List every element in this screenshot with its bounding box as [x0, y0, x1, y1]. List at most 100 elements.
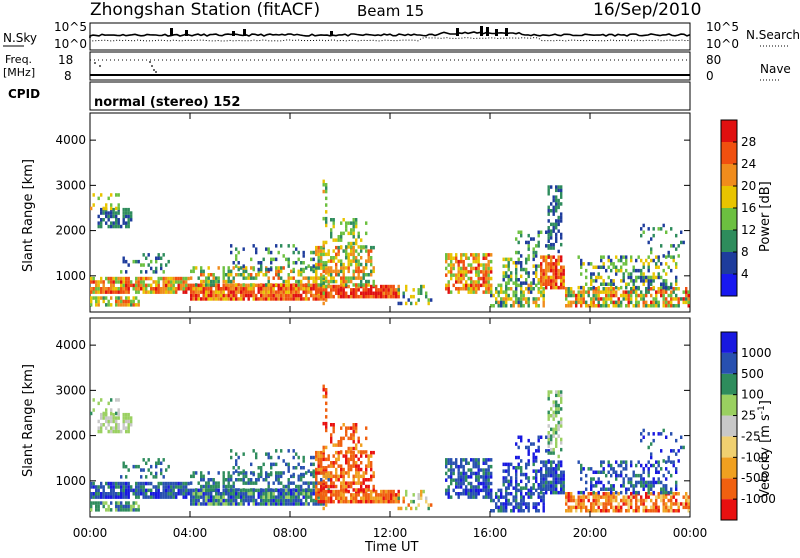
data-cell	[95, 299, 98, 304]
data-cell	[552, 410, 555, 415]
data-cell	[325, 391, 328, 395]
data-cell	[182, 280, 185, 284]
data-cell	[242, 502, 245, 506]
data-cell	[335, 461, 338, 465]
data-cell	[307, 481, 310, 485]
data-cell	[662, 473, 665, 478]
data-cell	[277, 269, 280, 274]
data-cell	[305, 283, 308, 287]
data-cell	[277, 290, 280, 294]
data-cell	[370, 478, 373, 482]
data-cell	[330, 493, 333, 497]
data-cell	[317, 454, 320, 458]
data-cell	[460, 253, 463, 257]
data-cell	[132, 299, 135, 304]
data-cell	[505, 290, 508, 294]
data-cell	[550, 487, 553, 491]
data-cell	[507, 466, 510, 470]
data-cell	[475, 464, 478, 469]
data-cell	[447, 253, 450, 257]
data-cell	[257, 472, 260, 477]
data-cell	[195, 297, 198, 301]
data-cell	[112, 492, 115, 496]
data-cell	[177, 492, 180, 496]
data-cell	[120, 296, 123, 300]
data-cell	[100, 495, 103, 499]
data-cell	[585, 282, 588, 286]
data-cell	[330, 499, 333, 504]
data-cell	[295, 492, 298, 496]
data-cell	[242, 287, 245, 291]
data-cell	[122, 423, 125, 427]
data-cell	[175, 276, 178, 281]
data-cell	[392, 499, 395, 504]
data-cell	[235, 273, 238, 277]
velocity-heatmap	[90, 384, 690, 513]
data-cell	[585, 487, 588, 491]
data-cell	[245, 481, 248, 485]
data-cell	[102, 283, 105, 288]
data-cell	[327, 464, 330, 468]
data-cell	[257, 478, 260, 482]
data-cell	[370, 249, 373, 253]
data-cell	[240, 498, 243, 503]
data-cell	[127, 504, 130, 509]
data-cell	[202, 498, 205, 503]
data-cell	[525, 476, 528, 480]
data-cell	[212, 488, 215, 492]
data-cell	[662, 459, 665, 463]
data-cell	[652, 432, 655, 436]
data-cell	[297, 492, 300, 496]
data-cell	[457, 478, 460, 482]
data-cell	[110, 398, 113, 402]
data-cell	[317, 283, 320, 287]
data-cell	[657, 272, 660, 276]
data-cell	[140, 283, 143, 288]
data-cell	[367, 464, 370, 468]
data-cell	[592, 297, 595, 301]
data-cell	[590, 272, 593, 276]
data-cell	[355, 496, 358, 500]
data-cell	[292, 495, 295, 499]
data-cell	[342, 294, 345, 299]
data-cell	[482, 461, 485, 465]
data-cell	[612, 293, 615, 298]
data-cell	[640, 463, 643, 468]
data-cell	[337, 454, 340, 458]
data-cell	[630, 300, 633, 305]
data-cell	[242, 269, 245, 274]
data-cell	[330, 291, 333, 295]
colorbar-tick-label: 24	[741, 157, 756, 171]
data-cell	[560, 272, 563, 276]
data-cell	[195, 290, 198, 294]
data-cell	[537, 495, 540, 499]
data-cell	[472, 280, 475, 284]
data-cell	[117, 481, 120, 486]
data-cell	[370, 493, 373, 497]
data-cell	[570, 293, 573, 298]
data-cell	[337, 457, 340, 462]
data-cell	[417, 291, 420, 295]
data-cell	[595, 290, 598, 294]
data-cell	[337, 489, 340, 494]
data-cell	[362, 474, 365, 479]
data-cell	[567, 509, 570, 513]
x-tick-label: 08:00	[273, 526, 308, 540]
data-cell	[532, 254, 535, 258]
data-cell	[687, 300, 690, 305]
data-cell	[420, 496, 423, 500]
data-cell	[335, 266, 338, 270]
data-cell	[340, 436, 343, 441]
data-cell	[630, 484, 633, 488]
data-cell	[355, 221, 358, 225]
data-cell	[175, 287, 178, 291]
data-cell	[602, 484, 605, 488]
data-cell	[235, 502, 238, 506]
data-cell	[607, 460, 610, 464]
data-cell	[467, 283, 470, 288]
data-cell	[450, 468, 453, 472]
data-cell	[110, 426, 113, 430]
data-cell	[515, 300, 518, 305]
data-cell	[410, 301, 413, 306]
